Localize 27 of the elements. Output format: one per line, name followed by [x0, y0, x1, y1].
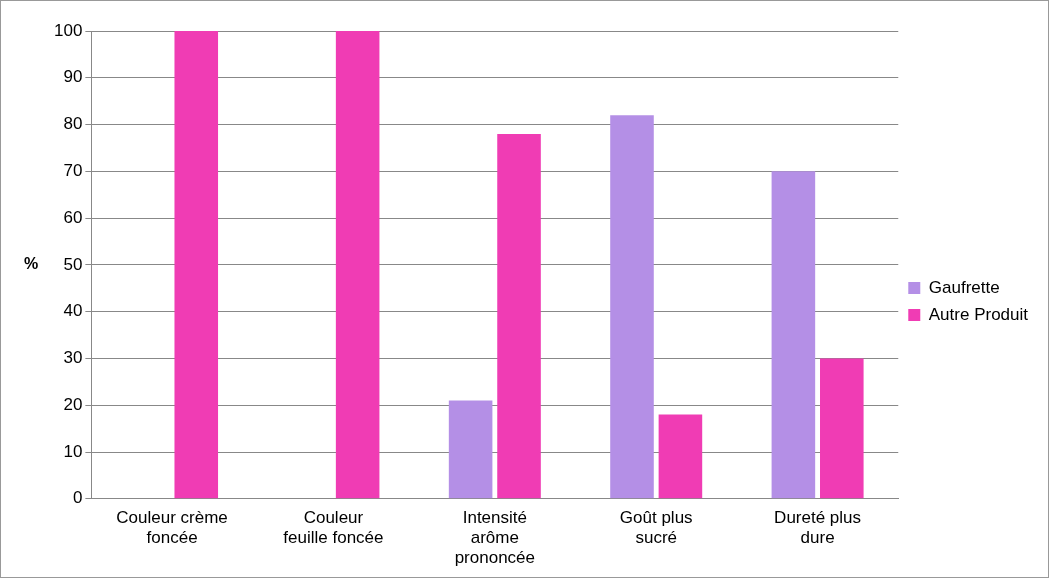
bar [771, 171, 816, 499]
y-tick-label: 100 [53, 20, 83, 40]
bar [658, 414, 703, 499]
y-tick-label: 90 [63, 67, 83, 87]
y-axis-title: % [23, 255, 39, 273]
x-tick-label: Couleur feuille foncée [283, 507, 384, 548]
y-tick-label: 50 [63, 254, 83, 274]
x-tick-label: Goût plus sucré [619, 507, 693, 548]
bar [610, 115, 654, 499]
legend-label: Autre Produit [928, 304, 1029, 324]
y-tick-label: 80 [63, 114, 83, 134]
bar [174, 31, 219, 499]
legend-label: Gaufrette [928, 277, 1000, 297]
bar [497, 133, 541, 499]
x-tick-label: Dureté plus dure [774, 507, 862, 548]
bar [335, 31, 380, 499]
y-tick-label: 10 [63, 441, 83, 461]
bar [820, 358, 864, 499]
y-tick-label: 0 [72, 488, 83, 508]
y-tick-label: 70 [63, 161, 83, 181]
y-tick-label: 40 [63, 301, 83, 321]
x-tick-label: Couleur crème foncée [116, 507, 228, 548]
y-tick-label: 60 [63, 207, 83, 227]
y-tick-label: 20 [63, 394, 83, 414]
y-tick-label: 30 [63, 348, 83, 368]
bar [448, 400, 493, 499]
x-tick-label: Intensité arôme prononcée [454, 507, 535, 568]
